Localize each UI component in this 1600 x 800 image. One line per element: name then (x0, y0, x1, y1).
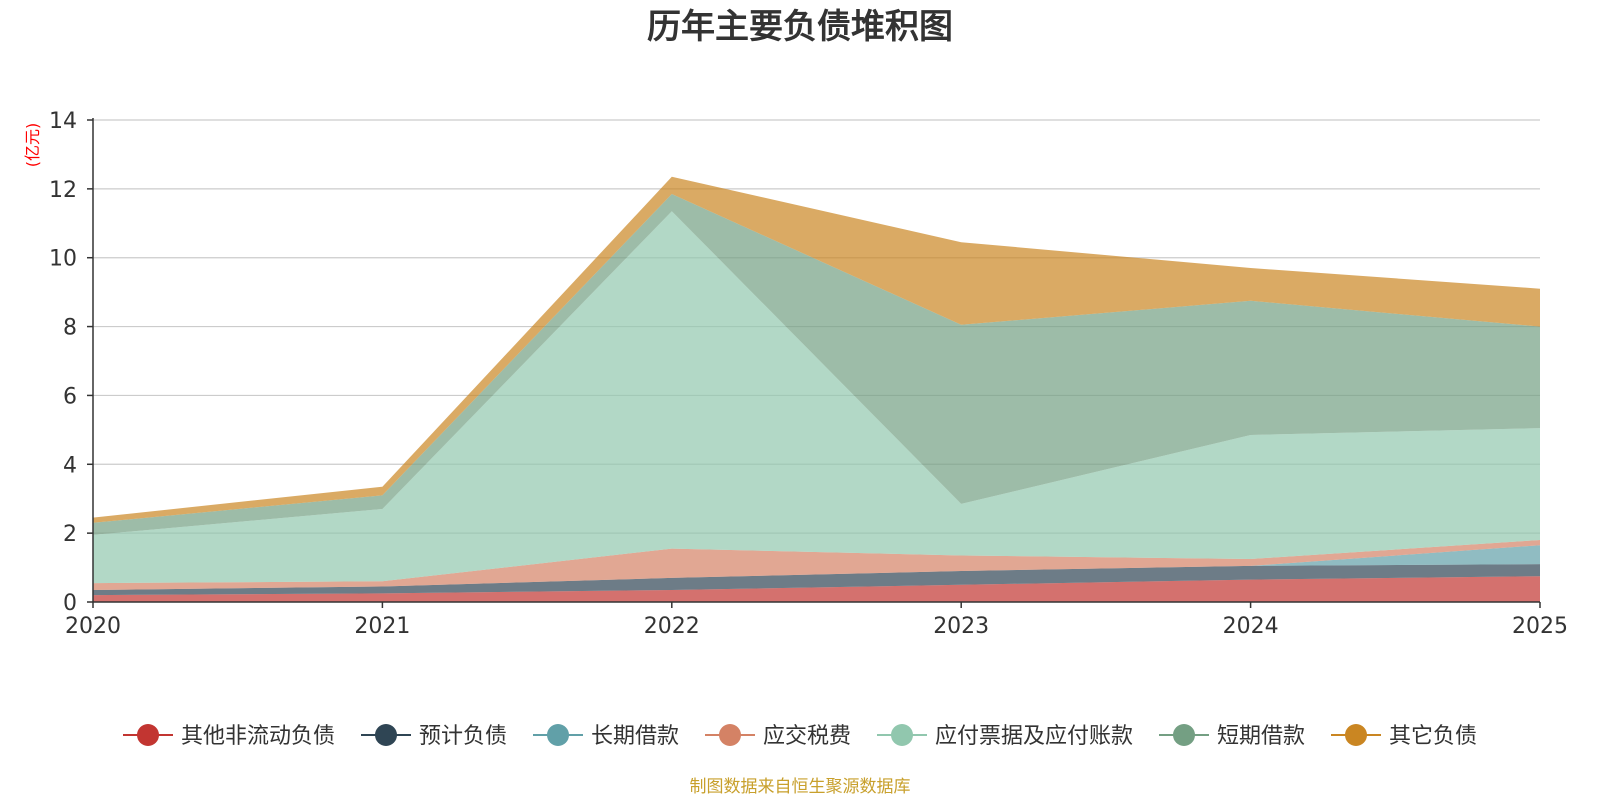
area-7 (93, 176, 1540, 523)
area-series-layer (93, 176, 1540, 602)
source-note: 制图数据来自恒生聚源数据库 (690, 777, 911, 797)
y-tick-label: 10 (49, 247, 77, 272)
legend-item-4[interactable]: 应交税费 (705, 724, 851, 749)
legend-label: 预计负债 (419, 724, 507, 749)
area-5 (93, 211, 1540, 584)
legend-dot-icon (719, 724, 741, 746)
legend-dot-icon (375, 724, 397, 746)
y-tick-label: 4 (63, 453, 77, 478)
x-tick-label: 2021 (354, 614, 410, 639)
area-2 (93, 564, 1540, 596)
legend-label: 应付票据及应付账款 (935, 724, 1133, 749)
legend-item-1[interactable]: 其他非流动负债 (123, 724, 335, 749)
axes (92, 118, 1540, 603)
legend-item-2[interactable]: 预计负债 (361, 724, 507, 749)
area-1 (93, 576, 1540, 602)
y-axis-unit-label: (亿元) (23, 123, 42, 168)
legend-dot-icon (1173, 724, 1195, 746)
x-tick-label: 2024 (1223, 614, 1279, 639)
area-4 (93, 540, 1540, 590)
legend-item-6[interactable]: 短期借款 (1159, 724, 1305, 749)
legend-item-5[interactable]: 应付票据及应付账款 (877, 724, 1133, 749)
x-tick-label: 2020 (65, 614, 121, 639)
y-tick-label: 6 (63, 384, 77, 409)
x-tick-label: 2023 (933, 614, 989, 639)
x-axis-ticks: 2020 2021 2022 2023 2024 2025 (65, 602, 1568, 639)
y-tick-label: 0 (63, 591, 77, 616)
area-6 (93, 194, 1540, 535)
y-tick-label: 2 (63, 522, 77, 547)
y-tick-label: 8 (63, 316, 77, 341)
y-tick-label: 14 (49, 109, 77, 134)
legend-item-7[interactable]: 其它负债 (1331, 724, 1477, 749)
chart-title: 历年主要负债堆积图 (647, 7, 953, 47)
legend-label: 其他非流动负债 (181, 724, 335, 749)
legend-label: 其它负债 (1389, 724, 1477, 749)
legend-label: 长期借款 (591, 724, 679, 749)
legend-label: 短期借款 (1217, 724, 1305, 749)
legend-dot-icon (137, 724, 159, 746)
y-axis-ticks: 0 2 4 6 8 10 12 14 (49, 109, 93, 616)
legend-label: 应交税费 (763, 724, 851, 749)
x-tick-label: 2022 (644, 614, 700, 639)
legend-dot-icon (1345, 724, 1367, 746)
legend: 其他非流动负债 预计负债 长期借款 应交税费 应付票据及应付账款 短期借款 其它负债 (123, 724, 1477, 749)
legend-dot-icon (547, 724, 569, 746)
y-tick-label: 12 (49, 178, 77, 203)
legend-item-3[interactable]: 长期借款 (533, 724, 679, 749)
legend-dot-icon (891, 724, 913, 746)
x-tick-label: 2025 (1512, 614, 1568, 639)
